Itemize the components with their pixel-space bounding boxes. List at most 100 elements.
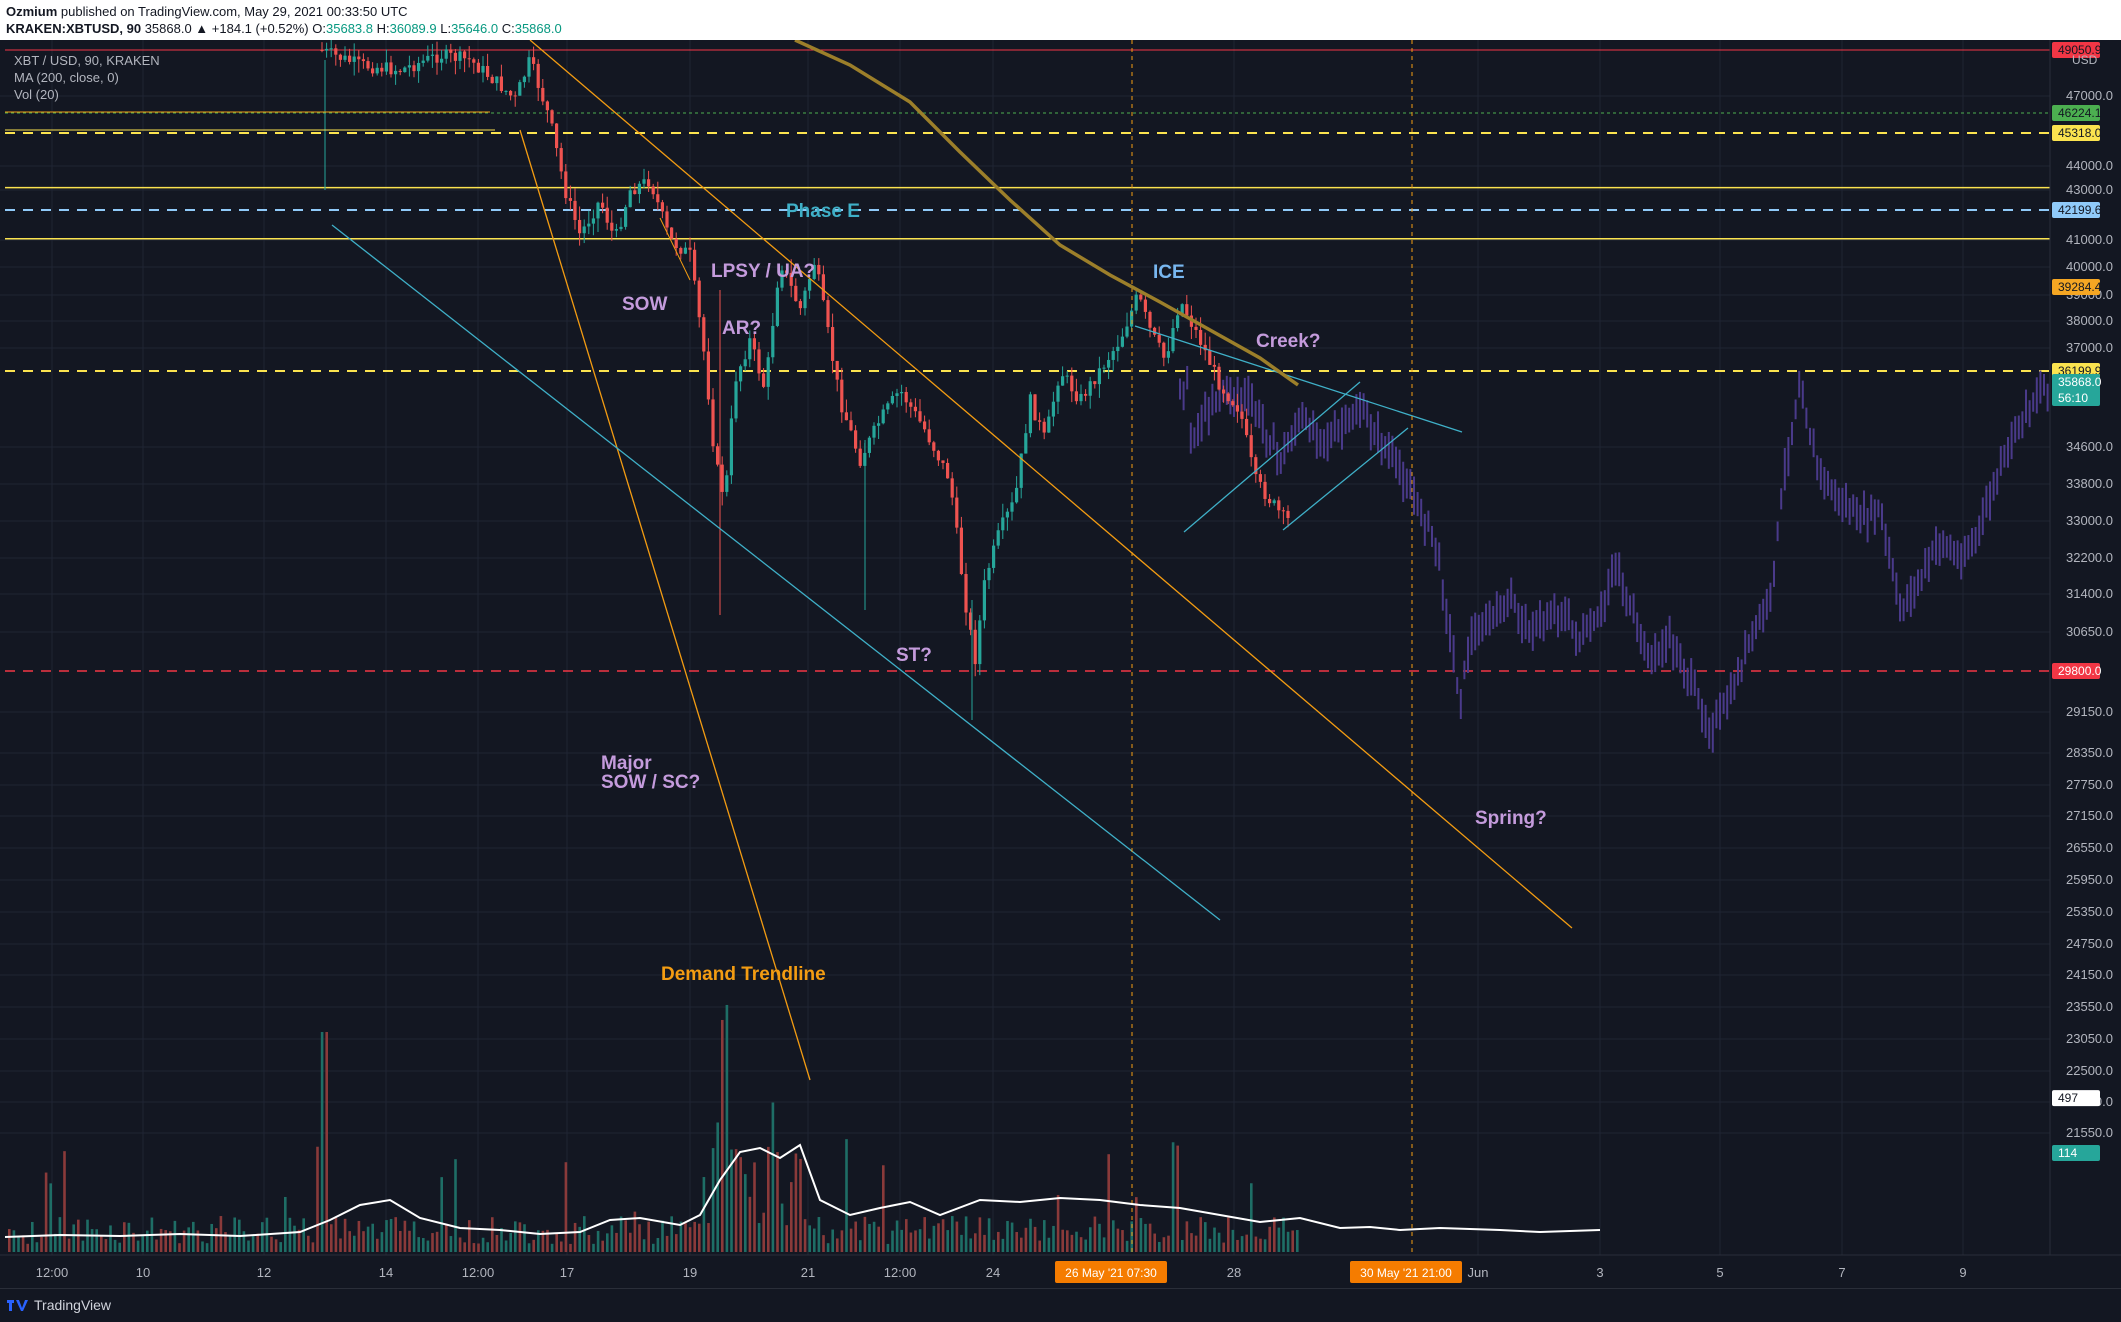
time-tick-3: 14 bbox=[379, 1265, 393, 1280]
price-tick-4: 40000.0 bbox=[2066, 259, 2113, 274]
price-tick-19: 25950.0 bbox=[2066, 872, 2113, 887]
header-line-1: Ozmium published on TradingView.com, May… bbox=[6, 4, 408, 19]
price-tick-11: 32200.0 bbox=[2066, 550, 2113, 565]
price-tick-22: 24150.0 bbox=[2066, 967, 2113, 982]
svg-text:26 May '21 07:30: 26 May '21 07:30 bbox=[1065, 1266, 1157, 1280]
price-tick-8: 34600.0 bbox=[2066, 439, 2113, 454]
time-tick-0: 12:00 bbox=[36, 1265, 69, 1280]
high-label: H: bbox=[376, 21, 390, 36]
annotation-major: Major bbox=[601, 753, 652, 774]
price-tick-14: 29150.0 bbox=[2066, 704, 2113, 719]
currency-label: USD bbox=[2072, 53, 2098, 67]
price-axis-background bbox=[2050, 40, 2121, 1255]
price-tags: 49050.946224.145318.042199.639284.436199… bbox=[2052, 42, 2102, 1161]
time-tick-12: 3 bbox=[1596, 1265, 1603, 1280]
price-change: 35868.0 ▲ +184.1 (+0.52%) bbox=[144, 21, 309, 36]
legend-symbol[interactable]: XBT / USD, 90, KRAKEN bbox=[14, 53, 160, 68]
price-tick-17: 27150.0 bbox=[2066, 808, 2113, 823]
publication-header: Ozmium published on TradingView.com, May… bbox=[0, 0, 2121, 40]
close-value: 35868.0 bbox=[514, 21, 562, 36]
chart-legend-overlay: XBT / USD, 90, KRAKEN MA (200, close, 0)… bbox=[14, 52, 160, 103]
price-tick-12: 31400.0 bbox=[2066, 586, 2113, 601]
price-tag-0: 49050.9 bbox=[2052, 42, 2102, 58]
close-label: C: bbox=[501, 21, 515, 36]
tradingview-logo-icon bbox=[7, 1300, 28, 1311]
short-trendline bbox=[659, 217, 691, 281]
rising-wedge-lower bbox=[1183, 381, 1361, 533]
price-tag-7: 29800.0 bbox=[2052, 663, 2102, 679]
annotations: Phase E ICE LPSY / UA? SOW AR? Creek? ST… bbox=[601, 201, 1547, 985]
price-tag-2: 45318.0 bbox=[2052, 125, 2102, 141]
rising-wedge-upper bbox=[1282, 427, 1409, 531]
price-tick-0: 47000.0 bbox=[2066, 88, 2113, 103]
time-tick-4: 12:00 bbox=[462, 1265, 495, 1280]
annotation-lpsy-ua: LPSY / UA? bbox=[711, 261, 815, 282]
price-tick-6: 38000.0 bbox=[2066, 313, 2113, 328]
price-tick-23: 23550.0 bbox=[2066, 999, 2113, 1014]
published-info: published on TradingView.com, May 29, 20… bbox=[60, 4, 408, 19]
price-tag-8: 497 bbox=[2052, 1090, 2100, 1107]
price-tag-9: 114 bbox=[2052, 1145, 2100, 1161]
low-label: L: bbox=[440, 21, 452, 36]
symbol-info: KRAKEN:XBTUSD, 90 bbox=[6, 21, 142, 36]
time-tick-7: 21 bbox=[801, 1265, 815, 1280]
annotation-spring: Spring? bbox=[1475, 808, 1547, 829]
annotation-demand-trendline: Demand Trendline bbox=[661, 964, 826, 985]
price-tick-27: 21550.0 bbox=[2066, 1125, 2113, 1140]
author-name[interactable]: Ozmium bbox=[6, 4, 58, 19]
time-tags: 26 May '21 07:30 30 May '21 21:00 bbox=[1055, 1261, 1462, 1283]
svg-text:114: 114 bbox=[2058, 1146, 2077, 1160]
time-tick-1: 10 bbox=[136, 1265, 150, 1280]
price-tick-21: 24750.0 bbox=[2066, 936, 2113, 951]
svg-text:49050.9: 49050.9 bbox=[2058, 43, 2102, 57]
projected-path bbox=[1179, 365, 2049, 753]
annotation-ar: AR? bbox=[722, 318, 761, 339]
time-tag-1: 30 May '21 21:00 bbox=[1350, 1261, 1462, 1283]
footer-bar: TradingView bbox=[0, 1288, 2121, 1322]
supply-trendline-upper bbox=[529, 40, 1573, 929]
lower-channel-line bbox=[331, 224, 1221, 921]
svg-text:497: 497 bbox=[2058, 1091, 2078, 1105]
price-tick-1: 44000.0 bbox=[2066, 158, 2113, 173]
low-value: 35646.0 bbox=[451, 21, 499, 36]
chart-grid bbox=[0, 40, 2050, 1255]
price-tick-20: 25350.0 bbox=[2066, 904, 2113, 919]
volume-bars bbox=[8, 1004, 1299, 1252]
time-tick-14: 7 bbox=[1838, 1265, 1845, 1280]
price-tick-16: 27750.0 bbox=[2066, 777, 2113, 792]
price-tick-2: 43000.0 bbox=[2066, 182, 2113, 197]
time-tick-9: 24 bbox=[986, 1265, 1000, 1280]
time-axis: 12:00 10 12 14 12:00 17 19 21 12:00 24 28 Jun 3 5 7 9 bbox=[36, 1265, 1967, 1280]
candlesticks bbox=[320, 40, 1290, 720]
price-tick-25: 22500.0 bbox=[2066, 1063, 2113, 1078]
svg-text:46224.1: 46224.1 bbox=[2058, 106, 2102, 120]
time-tag-0: 26 May '21 07:30 bbox=[1055, 1261, 1167, 1283]
horizontal-levels bbox=[5, 49, 2050, 672]
price-tag-6: 35868.0 56:10 bbox=[2052, 374, 2102, 406]
legend-ma[interactable]: MA (200, close, 0) bbox=[14, 70, 119, 85]
svg-text:39284.4: 39284.4 bbox=[2058, 280, 2102, 294]
price-tag-4: 39284.4 bbox=[2052, 279, 2102, 296]
tradingview-brand[interactable]: TradingView bbox=[34, 1297, 112, 1313]
svg-text:30 May '21 21:00: 30 May '21 21:00 bbox=[1360, 1266, 1452, 1280]
time-tick-13: 5 bbox=[1716, 1265, 1723, 1280]
price-tick-24: 23050.0 bbox=[2066, 1031, 2113, 1046]
time-tick-6: 19 bbox=[683, 1265, 697, 1280]
open-value: 35683.8 bbox=[326, 21, 373, 36]
legend-volume[interactable]: Vol (20) bbox=[14, 87, 59, 102]
price-tick-9: 33800.0 bbox=[2066, 476, 2113, 491]
price-tick-15: 28350.0 bbox=[2066, 745, 2113, 760]
time-tick-10: 28 bbox=[1227, 1265, 1241, 1280]
high-value: 36089.9 bbox=[389, 21, 437, 36]
open-label: O: bbox=[312, 21, 326, 36]
time-tick-11: Jun bbox=[1468, 1265, 1489, 1280]
time-tick-15: 9 bbox=[1959, 1265, 1966, 1280]
price-tick-3: 41000.0 bbox=[2066, 232, 2113, 247]
demand-trendline bbox=[519, 129, 811, 1081]
svg-text:42199.6: 42199.6 bbox=[2058, 203, 2102, 217]
time-tick-2: 12 bbox=[257, 1265, 271, 1280]
price-chart[interactable]: Phase E ICE LPSY / UA? SOW AR? Creek? ST… bbox=[0, 40, 2121, 1288]
annotation-phase-e: Phase E bbox=[786, 201, 860, 222]
svg-text:45318.0: 45318.0 bbox=[2058, 126, 2102, 140]
svg-text:56:10: 56:10 bbox=[2058, 391, 2088, 405]
